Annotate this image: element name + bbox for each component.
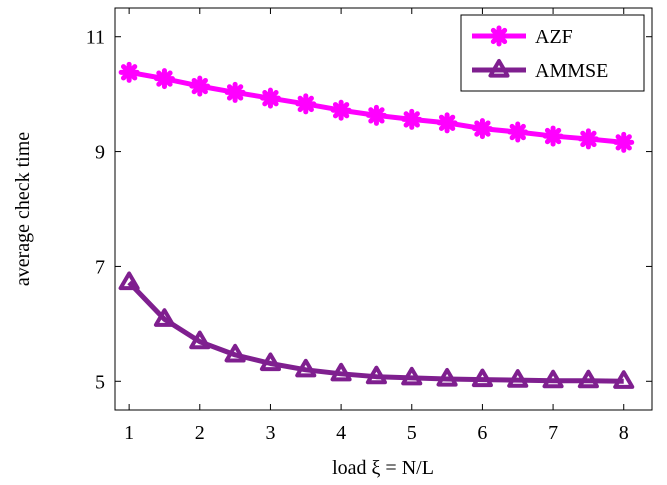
y-tick-label: 11 [86,27,105,49]
point-azf [330,99,352,121]
y-tick-label: 7 [95,256,105,278]
point-ammse [401,366,423,386]
point-azf [365,104,387,126]
point-ammse [365,365,387,385]
point-ammse [436,367,458,387]
y-tick-label: 5 [95,371,105,393]
point-ammse [613,370,635,389]
point-azf [259,87,281,109]
point-azf [224,81,246,103]
series-line-ammse [127,280,624,384]
x-tick-label: 7 [548,422,558,444]
x-tick-label: 2 [195,422,205,444]
point-azf [436,112,458,134]
point-ammse [153,308,176,327]
series-group [118,61,635,389]
point-ammse [118,271,140,291]
point-azf [542,125,564,147]
point-azf [189,75,211,97]
point-azf [118,61,140,83]
axis-ticks: 1 2 3 4 5 6 7 8 5 7 9 11 [86,8,652,444]
point-azf [401,108,423,130]
x-tick-label: 8 [619,422,629,444]
point-ammse [542,369,564,389]
point-ammse [471,368,493,388]
x-tick-label: 3 [265,422,275,444]
legend-ammse-symbol [488,59,510,78]
y-tick-label: 9 [95,142,105,164]
x-axis-label: load ξ = N/L [332,457,434,479]
plot-frame [114,7,653,411]
x-tick-label: 1 [124,422,134,444]
point-ammse [507,369,529,388]
x-tick-label: 5 [407,422,417,444]
point-azf [153,68,175,90]
point-ammse [577,369,599,389]
legend-azf-symbol [488,25,510,47]
point-ammse [330,362,352,382]
legend-azf-marker [488,25,510,47]
legend-ammse-label: AMMSE [535,60,608,82]
point-ammse [224,343,246,363]
legend-box [460,14,645,92]
x-tick-label: 6 [477,422,487,444]
point-azf [577,128,599,150]
legend-azf-label: AZF [535,26,573,48]
y-axis-label: average check time [12,132,34,286]
point-ammse [189,330,211,350]
x-tick-label: 4 [336,422,346,444]
point-azf [295,93,317,115]
point-azf [507,121,529,143]
legend: AZF AMMSE [460,14,645,92]
legend-ammse-marker [488,59,510,78]
point-azf [613,131,635,153]
point-ammse [295,358,317,378]
point-azf [471,118,493,140]
point-ammse [259,352,281,372]
